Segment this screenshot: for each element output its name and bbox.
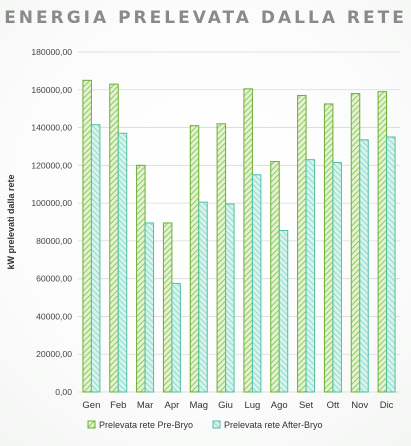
y-tick-label: 160000,00 [31,85,72,95]
y-tick-label: 80000,00 [36,236,72,246]
chart-title: ENERGIA PRELEVATA DALLA RETE [4,8,407,28]
y-tick-label: 180000,00 [31,47,72,57]
bar-pre-bryo [323,103,334,393]
bar-pre-bryo [136,164,146,393]
legend-label: Prelevata rete Pre-Bryo [99,420,193,430]
bar-pre-bryo [297,94,307,393]
legend-swatch [212,420,221,429]
y-tick-label: 60000,00 [36,274,72,284]
x-category-label: Dic [380,400,394,411]
bar-pre-bryo [216,123,227,393]
x-category-label: Apr [165,400,180,411]
x-category-label: Lug [244,400,260,411]
bar-after-bryo [117,132,128,393]
bar-after-bryo [359,139,369,393]
bar-after-bryo [225,203,235,393]
x-category-label: Giu [218,400,233,411]
bar-after-bryo [144,222,155,393]
bar-after-bryo [305,159,316,393]
bar-after-bryo [171,282,181,393]
y-axis-ticks: 0,00 20000,00 40000,00 60000,00 80000,00 1000… [31,47,72,397]
y-tick-label: 120000,00 [31,160,72,170]
x-category-label: Set [299,400,314,411]
y-tick-label: 20000,00 [36,349,72,359]
x-axis-categories: Gen Feb Mar Apr Mag Giu Lug Ago Set Ott Nov Dic [82,400,393,411]
gridlines [78,51,400,393]
bars [82,79,396,393]
y-tick-label: 40000,00 [36,311,72,321]
legend: Prelevata rete Pre-Bryo Prelevata rete Af… [87,420,323,430]
y-tick-label: 140000,00 [31,123,72,133]
bar-pre-bryo [82,79,92,393]
bar-pre-bryo [162,222,173,393]
x-category-label: Gen [82,400,100,411]
x-category-label: Mag [190,400,208,411]
bar-after-bryo [90,124,101,393]
bar-after-bryo [251,174,262,393]
x-category-label: Ago [271,400,288,411]
bar-pre-bryo [189,125,200,393]
x-category-label: Nov [351,400,368,411]
bar-pre-bryo [377,91,388,393]
bar-after-bryo [278,230,289,393]
y-axis-label: kW prelevati dalla rete [6,174,16,269]
bar-after-bryo [332,162,342,393]
y-tick-label: 0,00 [55,387,72,397]
bar-after-bryo [198,201,208,393]
y-tick-label: 100000,00 [31,198,72,208]
bar-pre-bryo [350,93,361,393]
bar-after-bryo [386,136,396,393]
legend-swatch [87,420,96,429]
x-category-label: Mar [137,400,153,411]
x-category-label: Ott [327,400,340,411]
bar-pre-bryo [109,83,119,393]
x-category-label: Feb [110,400,126,411]
legend-label: Prelevata rete After-Bryo [224,420,323,430]
bar-pre-bryo [270,161,280,393]
bar-pre-bryo [243,88,253,393]
